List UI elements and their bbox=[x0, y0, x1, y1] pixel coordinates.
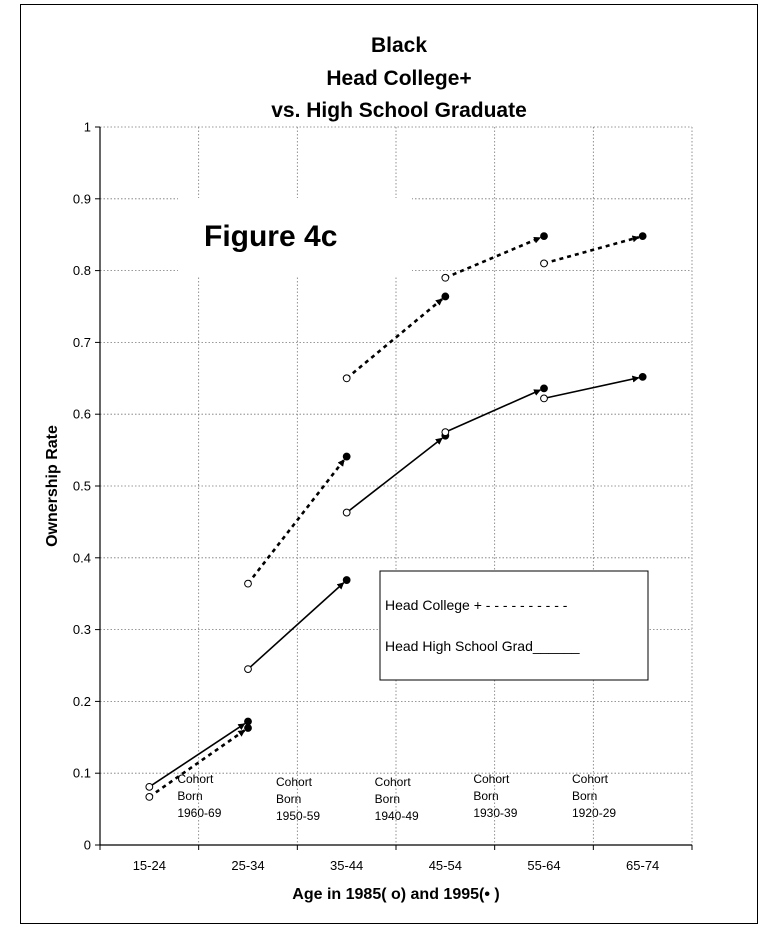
hs-point-1985 bbox=[342, 508, 351, 517]
college-point-1985 bbox=[540, 259, 548, 268]
legend-entry-college: Head College + - - - - - - - - - - bbox=[385, 597, 568, 613]
college-segment bbox=[345, 298, 444, 380]
y-tick-label: 0.8 bbox=[73, 263, 91, 278]
hs-point-1995 bbox=[342, 576, 351, 584]
x-tick-label: 15-24 bbox=[133, 858, 166, 873]
series-lines bbox=[148, 235, 640, 798]
college-point-1985 bbox=[441, 273, 450, 282]
college-point-1995 bbox=[441, 292, 450, 301]
y-tick-labels: 0 0.1 0.2 0.3 0.4 0.5 0.6 0.7 0.8 0.9 1 bbox=[73, 120, 91, 853]
college-point-1985 bbox=[342, 374, 351, 383]
cohort-label: Cohort Born 1920-29 bbox=[572, 772, 616, 820]
hs-point-1985 bbox=[441, 428, 450, 437]
y-tick-label: 0.9 bbox=[73, 191, 91, 206]
cohort-label-line: 1960-69 bbox=[177, 806, 221, 820]
cohort-label-line: Born bbox=[375, 792, 400, 806]
chart-frame bbox=[20, 4, 758, 924]
legend-entry-hs: Head High School Grad______ bbox=[385, 638, 580, 654]
legend-box bbox=[379, 570, 649, 681]
college-point-1995 bbox=[638, 232, 647, 241]
figure-label: Figure 4c bbox=[204, 220, 337, 253]
college-segment bbox=[543, 235, 640, 265]
legend: Head College + - - - - - - - - - - Head … bbox=[379, 570, 649, 681]
x-tick-label: 45-54 bbox=[429, 858, 462, 873]
title-line-2: Head College+ bbox=[326, 67, 471, 90]
x-tick-label: 35-44 bbox=[330, 858, 363, 873]
college-point-1995 bbox=[342, 452, 351, 461]
hs-point-1995 bbox=[244, 717, 252, 726]
cohort-label-line: Cohort bbox=[473, 772, 510, 786]
y-tick-label: 0.5 bbox=[73, 479, 91, 494]
figure-label-background bbox=[178, 198, 412, 276]
cohort-label-line: Born bbox=[572, 789, 597, 803]
hs-point-1985 bbox=[145, 782, 154, 791]
college-segment bbox=[444, 236, 541, 279]
y-tick-label: 0.6 bbox=[73, 407, 91, 422]
y-tick-label: 0.7 bbox=[73, 335, 91, 350]
y-tick-label: 0 bbox=[84, 838, 91, 853]
hs-point-1985 bbox=[244, 665, 252, 673]
title-line-1: Black bbox=[371, 34, 427, 57]
college-segment bbox=[246, 458, 346, 585]
college-point-1985 bbox=[145, 792, 154, 801]
x-axis-label: Age in 1985( o) and 1995(• ) bbox=[292, 886, 499, 903]
y-tick-label: 1 bbox=[84, 120, 91, 135]
cohort-label-line: Cohort bbox=[177, 772, 214, 786]
cohort-label-line: 1940-49 bbox=[375, 809, 419, 823]
y-tick-label: 0.1 bbox=[73, 766, 91, 781]
cohort-label-line: Born bbox=[276, 792, 301, 806]
cohort-label: Cohort Born 1940-49 bbox=[375, 775, 419, 823]
cohort-label-line: Cohort bbox=[375, 775, 412, 789]
hs-segment bbox=[346, 437, 443, 514]
college-point-1995 bbox=[244, 724, 252, 732]
chart-title: Black Head College+ vs. High School Gradua… bbox=[271, 34, 527, 122]
hs-segment bbox=[148, 723, 246, 788]
cohort-label-line: 1930-39 bbox=[473, 806, 517, 820]
series-points bbox=[145, 232, 647, 801]
cohort-label-line: Born bbox=[177, 789, 202, 803]
cohort-label: Cohort Born 1960-69 bbox=[177, 772, 221, 820]
hs-segment bbox=[445, 389, 541, 433]
hs-point-1995 bbox=[540, 384, 548, 393]
x-tick-label: 65-74 bbox=[626, 858, 659, 873]
hs-point-1985 bbox=[540, 394, 548, 403]
x-tick-label: 25-34 bbox=[231, 858, 264, 873]
y-tick-label: 0.2 bbox=[73, 694, 91, 709]
college-point-1995 bbox=[540, 232, 548, 241]
hs-point-1995 bbox=[638, 372, 647, 381]
cohort-label-line: Born bbox=[473, 789, 498, 803]
college-segment bbox=[148, 729, 246, 798]
college-point-1985 bbox=[244, 579, 252, 588]
x-tick-label: 55-64 bbox=[527, 858, 560, 873]
y-tick-label: 0.3 bbox=[73, 622, 91, 637]
cohort-label-line: Cohort bbox=[572, 772, 609, 786]
title-line-3: vs. High School Graduate bbox=[271, 99, 527, 122]
cohort-label: Cohort Born 1950-59 bbox=[276, 775, 320, 823]
x-tick-labels: 15-24 25-34 35-44 45-54 55-64 65-74 bbox=[133, 858, 660, 873]
cohort-annotations: CohortBorn1960-69CohortBorn1950-59Cohort… bbox=[177, 772, 616, 823]
cohort-label: Cohort Born 1930-39 bbox=[473, 772, 517, 820]
y-tick-label: 0.4 bbox=[73, 550, 91, 565]
axes bbox=[95, 126, 693, 850]
hs-segment bbox=[543, 375, 640, 400]
hs-segment bbox=[247, 582, 345, 670]
y-axis-label: Ownership Rate bbox=[44, 425, 61, 547]
cohort-label-line: 1920-29 bbox=[572, 806, 616, 820]
cohort-label-line: Cohort bbox=[276, 775, 313, 789]
cohort-label-line: 1950-59 bbox=[276, 809, 320, 823]
